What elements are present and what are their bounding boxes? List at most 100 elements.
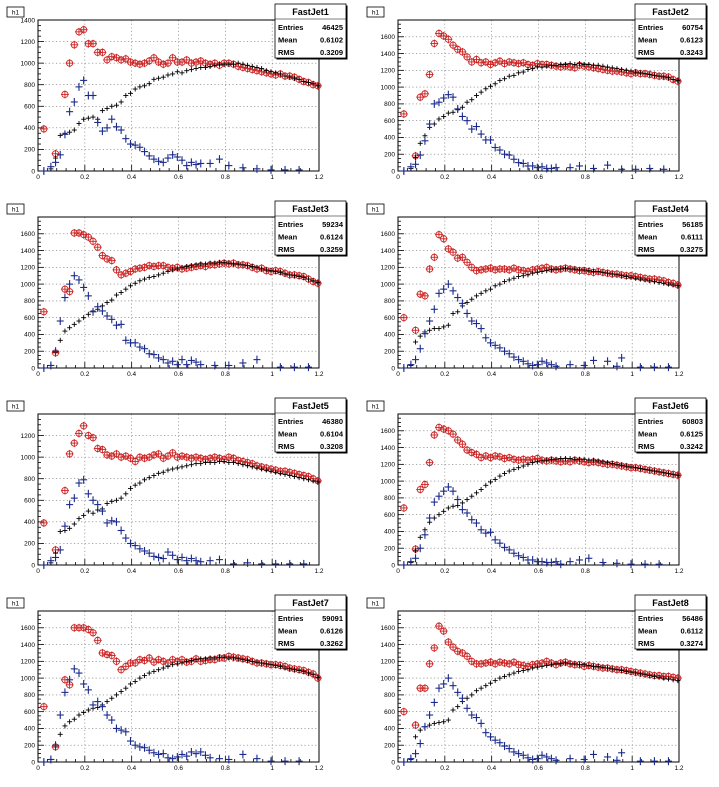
data-point-black xyxy=(445,717,451,723)
data-point-black xyxy=(539,269,545,275)
data-point-black xyxy=(198,656,204,662)
data-point-blue xyxy=(150,748,158,757)
data-point-black xyxy=(212,460,218,466)
y-tick-label: 0 xyxy=(391,365,395,372)
data-point-red xyxy=(89,628,98,637)
stat-label: RMS xyxy=(638,442,655,451)
data-point-black xyxy=(572,266,578,272)
y-tick-label: 1400 xyxy=(21,642,36,649)
stat-value: 0.3259 xyxy=(320,245,343,254)
data-point-black xyxy=(231,61,237,67)
data-point-red xyxy=(514,456,523,465)
data-point-black xyxy=(226,655,232,661)
data-point-black xyxy=(417,140,423,146)
histogram-tag-box xyxy=(6,6,25,18)
data-point-blue xyxy=(75,479,83,488)
data-point-red xyxy=(463,258,472,267)
data-point-red xyxy=(449,430,458,439)
x-tick-label: 0.4 xyxy=(127,765,136,772)
data-point-blue xyxy=(529,161,537,170)
data-point-red xyxy=(399,707,408,716)
data-point-black xyxy=(628,464,634,470)
x-tick-label: 1 xyxy=(630,371,634,378)
data-point-black xyxy=(231,460,237,466)
data-point-black xyxy=(605,460,611,466)
data-point-red xyxy=(449,41,458,50)
data-point-blue xyxy=(538,357,546,366)
data-point-black xyxy=(132,482,138,488)
data-point-blue xyxy=(519,357,527,366)
data-point-black xyxy=(291,667,297,673)
data-point-blue xyxy=(94,500,102,509)
data-point-black xyxy=(277,269,283,275)
data-point-black xyxy=(558,455,564,461)
data-point-blue xyxy=(477,525,485,534)
data-point-black xyxy=(305,477,311,483)
data-point-red xyxy=(89,433,98,442)
data-point-red xyxy=(131,457,140,466)
data-point-blue xyxy=(613,362,621,371)
data-point-blue xyxy=(155,353,163,362)
data-point-blue xyxy=(225,161,233,170)
plot-frame xyxy=(37,216,320,369)
plot-frame xyxy=(397,413,680,566)
data-point-red xyxy=(103,650,112,659)
histogram-tag: h1 xyxy=(12,207,20,214)
data-point-black xyxy=(235,261,241,267)
stat-label: Mean xyxy=(278,627,298,636)
y-tick-label: 600 xyxy=(24,315,35,322)
data-point-red xyxy=(112,657,121,666)
data-point-blue xyxy=(253,355,261,364)
y-tick-label: 1400 xyxy=(21,17,36,24)
data-point-red xyxy=(495,452,504,461)
data-point-black xyxy=(193,262,199,268)
data-point-black xyxy=(259,66,265,72)
data-point-blue xyxy=(197,159,205,168)
data-point-black xyxy=(118,689,124,695)
series-red xyxy=(39,421,322,554)
data-point-black xyxy=(436,116,442,122)
series-black xyxy=(401,455,681,568)
data-point-blue xyxy=(575,161,583,170)
data-point-blue xyxy=(435,289,443,298)
y-tick-label: 0 xyxy=(31,365,35,372)
data-point-black xyxy=(469,493,475,499)
data-point-red xyxy=(39,702,48,711)
data-point-blue xyxy=(566,163,574,172)
data-point-black xyxy=(184,68,190,74)
data-point-black xyxy=(221,654,227,660)
data-point-black xyxy=(146,274,152,280)
data-point-black xyxy=(249,263,255,269)
x-tick-label: 0.4 xyxy=(487,568,496,575)
data-point-blue xyxy=(61,130,69,139)
data-point-blue xyxy=(52,553,60,562)
data-point-red xyxy=(117,453,126,462)
data-point-black xyxy=(441,508,447,514)
data-point-blue xyxy=(122,134,130,143)
histogram-tag-box xyxy=(6,597,25,609)
data-point-red xyxy=(159,657,168,666)
data-point-blue xyxy=(239,750,247,759)
histogram-panel-6: 0 0.2 0.4 0.6 0.8 1 1.2 0 200 400 600 800 1000 1200 14… xyxy=(366,397,708,575)
data-point-blue xyxy=(552,362,560,371)
data-point-blue xyxy=(136,143,144,152)
data-point-red xyxy=(79,623,88,632)
data-point-black xyxy=(464,300,470,306)
data-point-black xyxy=(623,668,629,674)
data-point-black xyxy=(188,462,194,468)
data-point-blue xyxy=(89,496,97,505)
x-tick-label: 0 xyxy=(36,568,40,575)
data-point-blue xyxy=(61,293,69,302)
x-tick-label: 0.2 xyxy=(80,371,89,378)
data-point-blue xyxy=(491,143,499,152)
data-point-black xyxy=(235,461,241,467)
data-point-black xyxy=(539,64,545,70)
data-point-black xyxy=(85,508,91,514)
data-point-blue xyxy=(590,164,598,173)
data-point-red xyxy=(140,263,149,272)
data-point-blue xyxy=(197,360,205,369)
x-tick-label: 0.6 xyxy=(174,568,183,575)
x-tick-label: 0.4 xyxy=(127,174,136,181)
x-tick-label: 0.8 xyxy=(581,765,590,772)
data-point-black xyxy=(670,77,676,83)
